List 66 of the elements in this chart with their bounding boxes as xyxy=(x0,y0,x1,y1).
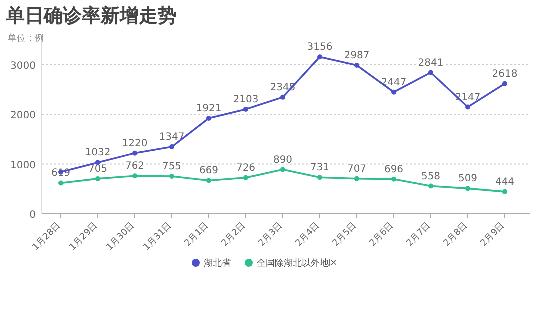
point xyxy=(318,54,322,60)
point xyxy=(280,94,286,100)
data-label: 3156 xyxy=(307,42,333,54)
data-label: 558 xyxy=(421,171,441,182)
point xyxy=(392,90,396,95)
x-tick-label: 2月8日 xyxy=(442,221,470,249)
point xyxy=(244,106,248,112)
legend-label: 湖北省 xyxy=(204,258,231,269)
point xyxy=(354,176,360,182)
y-tick-label: 1000 xyxy=(10,160,36,172)
point xyxy=(132,150,138,156)
data-label: 509 xyxy=(458,174,478,185)
data-label: 1032 xyxy=(85,148,111,159)
x-tick-label: 2月9日 xyxy=(479,221,508,249)
point xyxy=(392,176,396,182)
point xyxy=(206,116,212,121)
point xyxy=(428,70,434,76)
point xyxy=(466,104,470,110)
point xyxy=(466,186,470,192)
point xyxy=(502,81,508,86)
x-tick-label: 2月1日 xyxy=(183,221,212,249)
data-label: 444 xyxy=(495,176,515,188)
x-tick-label: 2月6日 xyxy=(368,221,396,249)
point xyxy=(170,174,174,179)
legend-label: 全国除湖北以外地区 xyxy=(257,258,338,269)
data-label: 2103 xyxy=(233,94,259,106)
point xyxy=(132,174,138,179)
point xyxy=(502,189,508,194)
x-tick-label: 2月7日 xyxy=(405,221,434,249)
x-tick-label: 2月2日 xyxy=(220,221,248,249)
point xyxy=(58,180,64,186)
point xyxy=(428,184,434,189)
chart-subtitle: 单位：例 xyxy=(8,33,44,44)
y-tick-label: 3000 xyxy=(10,60,36,72)
data-label: 726 xyxy=(236,162,256,174)
x-tick-label: 1月29日 xyxy=(68,221,100,254)
data-label: 696 xyxy=(384,164,404,176)
point xyxy=(354,63,360,68)
point xyxy=(280,167,286,172)
data-label: 669 xyxy=(199,166,219,177)
data-label: 762 xyxy=(125,161,145,172)
data-label: 2618 xyxy=(492,68,518,80)
point xyxy=(96,176,100,182)
data-label: 731 xyxy=(310,162,330,174)
x-tick-label: 1月28日 xyxy=(31,221,64,254)
point xyxy=(244,175,248,180)
data-label: 2841 xyxy=(418,58,444,69)
data-label: 707 xyxy=(347,164,367,175)
x-tick-label: 1月31日 xyxy=(142,221,174,254)
x-tick-label: 2月5日 xyxy=(331,221,360,249)
x-tick-label: 2月3日 xyxy=(257,221,286,249)
data-label: 755 xyxy=(162,161,182,172)
data-label: 2987 xyxy=(344,50,370,62)
x-tick-label: 2月4日 xyxy=(294,221,322,249)
y-tick-label: 0 xyxy=(30,210,36,221)
point xyxy=(170,144,174,150)
point xyxy=(318,175,322,180)
chart-title: 单日确诊率新增走势 xyxy=(5,5,177,27)
point xyxy=(206,178,212,184)
y-tick-label: 2000 xyxy=(10,110,36,122)
data-label: 705 xyxy=(88,164,108,175)
data-label: 890 xyxy=(273,154,293,166)
data-label: 1220 xyxy=(122,138,148,150)
data-label: 1921 xyxy=(196,104,222,114)
data-label: 1347 xyxy=(159,132,185,144)
x-tick-label: 1月30日 xyxy=(105,221,138,254)
